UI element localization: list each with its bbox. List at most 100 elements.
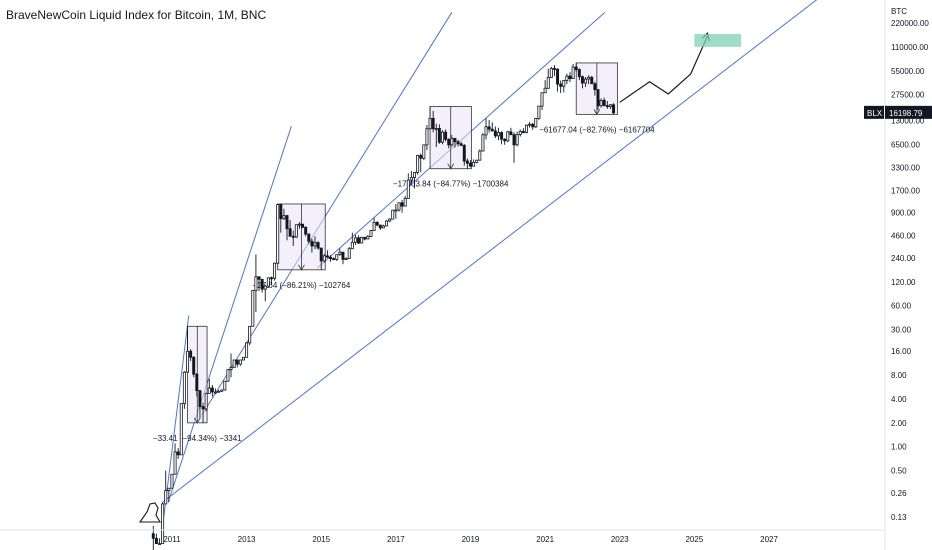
cycle-arrow-head [593, 109, 601, 116]
candle-body [537, 105, 541, 119]
candle-body [602, 99, 606, 106]
candle-body [307, 233, 311, 242]
candle-body [584, 78, 588, 84]
candle-body [344, 258, 348, 260]
x-tick-label: 2017 [387, 535, 405, 544]
price-badge-symbol-bg [864, 105, 884, 119]
candle-body [276, 204, 280, 264]
trendline [162, 0, 818, 503]
trendlines [162, 0, 818, 527]
candle-body [176, 451, 180, 456]
candle-body [257, 276, 261, 280]
candle-body [394, 209, 398, 212]
candle-body [472, 161, 476, 167]
y-tick-label: 900.00 [891, 208, 916, 217]
candle-body [422, 144, 426, 159]
candle-body [313, 242, 317, 247]
candle-body [223, 380, 227, 391]
candle-body [512, 134, 516, 146]
annotations [138, 32, 742, 523]
y-tick-label: 110000.00 [891, 43, 929, 52]
candle-body [273, 262, 277, 279]
candle-body [612, 104, 616, 114]
candle-body [500, 132, 504, 140]
candle-body [310, 240, 314, 247]
candle-body [357, 237, 361, 244]
candle-body [263, 285, 267, 290]
candle-body [192, 356, 196, 375]
trendline [167, 126, 292, 503]
candle-body [528, 123, 532, 126]
candle-body [170, 473, 174, 489]
candle-body [294, 224, 298, 238]
y-tick-label: 240.00 [891, 254, 916, 263]
candle-body [409, 177, 413, 181]
candle-body [590, 76, 594, 85]
candle-body [444, 131, 448, 140]
candle-body [441, 131, 444, 143]
y-tick-label: 8.00 [891, 371, 907, 380]
candle-body [186, 350, 189, 373]
candle-body [378, 224, 382, 229]
tradingview-logo-icon [138, 502, 161, 523]
cycle-arrow-head [298, 264, 305, 271]
candle-body [456, 141, 460, 145]
candle-body [260, 278, 264, 290]
candle-body [319, 247, 323, 262]
candle-body [213, 391, 217, 394]
candle-body [518, 131, 522, 135]
candle-body [229, 367, 233, 370]
trendline [201, 12, 453, 416]
candle-body [363, 236, 367, 240]
candle-body [329, 256, 333, 260]
target-zone [694, 33, 742, 47]
candle-body [549, 68, 553, 78]
candle-body [301, 223, 305, 228]
x-tick-label: 2019 [462, 535, 480, 544]
candle-body [403, 198, 407, 207]
cycle-arrow-head [193, 417, 201, 424]
candle-body [515, 134, 519, 146]
candle-body [341, 251, 345, 260]
price-badge-value-bg [885, 105, 932, 119]
candle-body [195, 373, 199, 392]
candle-body [400, 202, 404, 207]
cycle-boxes: −33.41 (−94.34%) −3341 −27.64 (−86.21%) −… [153, 62, 655, 443]
candle-body [596, 89, 600, 107]
candle-body [322, 255, 326, 262]
candle-body [571, 66, 575, 79]
cycle-drawdown-label: −33.41 (−94.34%) −3341 [153, 434, 242, 443]
candle-body [375, 222, 379, 226]
candle-body [385, 220, 389, 227]
candle-body [565, 75, 569, 81]
candle-body [605, 105, 609, 108]
candle-body [151, 533, 155, 539]
candle-body [416, 155, 420, 173]
candle-body [546, 77, 550, 89]
x-axis: 2011 2013 2015 2017 2019 2021 2023 2025 2027 [0, 529, 885, 544]
candle-body [204, 393, 208, 410]
candle-body [465, 160, 469, 164]
candle-body [347, 248, 351, 259]
candle-body [434, 128, 438, 130]
x-tick-label: 2021 [536, 535, 554, 544]
cycle-arrow-head [447, 163, 455, 170]
candle-body [238, 359, 242, 365]
candle-body [459, 143, 463, 146]
candle-body [487, 126, 491, 130]
candle-body [254, 276, 258, 291]
candle-body [437, 128, 441, 143]
candle-body [534, 117, 538, 128]
candle-body [509, 131, 513, 136]
candle-body [220, 389, 224, 392]
y-tick-label: 27500.00 [891, 91, 925, 100]
candle-body [562, 80, 566, 87]
cycle-drawdown-label: −61677.04 (−82.76%) −6167704 [539, 125, 655, 134]
candle-body [291, 235, 295, 238]
candle-body [503, 138, 507, 142]
candle-body [248, 325, 252, 344]
candle-body [475, 159, 479, 163]
candle-body [285, 215, 289, 230]
candle-body [462, 144, 466, 162]
